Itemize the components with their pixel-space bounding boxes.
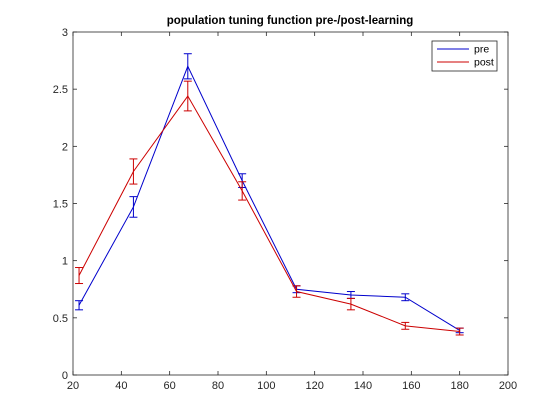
x-tick-label: 60 [164, 380, 176, 392]
error-bar [401, 293, 410, 302]
x-tick-label: 120 [305, 380, 323, 392]
legend-pre-label: pre [474, 44, 489, 56]
series-layer [75, 53, 464, 336]
x-tick-label: 80 [212, 380, 224, 392]
x-tick-label: 180 [450, 380, 468, 392]
legend: pre post [431, 40, 498, 72]
y-tick-label: 3 [62, 27, 68, 39]
error-bar [129, 196, 138, 218]
error-bar [75, 267, 84, 285]
plot-area [72, 31, 509, 376]
x-tick-label: 160 [402, 380, 420, 392]
error-bar [346, 297, 355, 311]
error-bar [455, 327, 464, 336]
y-tick-label: 0 [62, 370, 68, 382]
error-bar [292, 285, 301, 298]
x-tick-label: 100 [257, 380, 275, 392]
error-bar [75, 300, 84, 311]
y-tick-label: 1 [62, 256, 68, 268]
x-tick-label: 140 [354, 380, 372, 392]
y-tick-label: 2 [62, 141, 68, 153]
axis-ticks: 20 40 60 80 100 120 140 160 180 200 0 0.5 1 1.5 2 2.5 3 [53, 27, 517, 392]
series-post [75, 80, 464, 336]
error-bar [238, 181, 247, 201]
error-bar [183, 53, 192, 80]
legend-post-label: post [474, 57, 494, 69]
x-tick-label: 40 [115, 380, 127, 392]
series-line-pre [78, 65, 460, 331]
x-tick-label: 200 [499, 380, 517, 392]
error-bar [183, 80, 192, 112]
legend-box [431, 40, 498, 72]
y-tick-label: 2.5 [53, 84, 68, 96]
error-bar [129, 158, 138, 185]
chart-title: population tuning function pre-/post-lea… [167, 15, 414, 27]
y-tick-label: 0.5 [53, 313, 68, 325]
x-tick-label: 20 [67, 380, 79, 392]
y-tick-label: 1.5 [53, 199, 68, 211]
error-bar [401, 321, 410, 330]
series-line-post [78, 95, 460, 333]
